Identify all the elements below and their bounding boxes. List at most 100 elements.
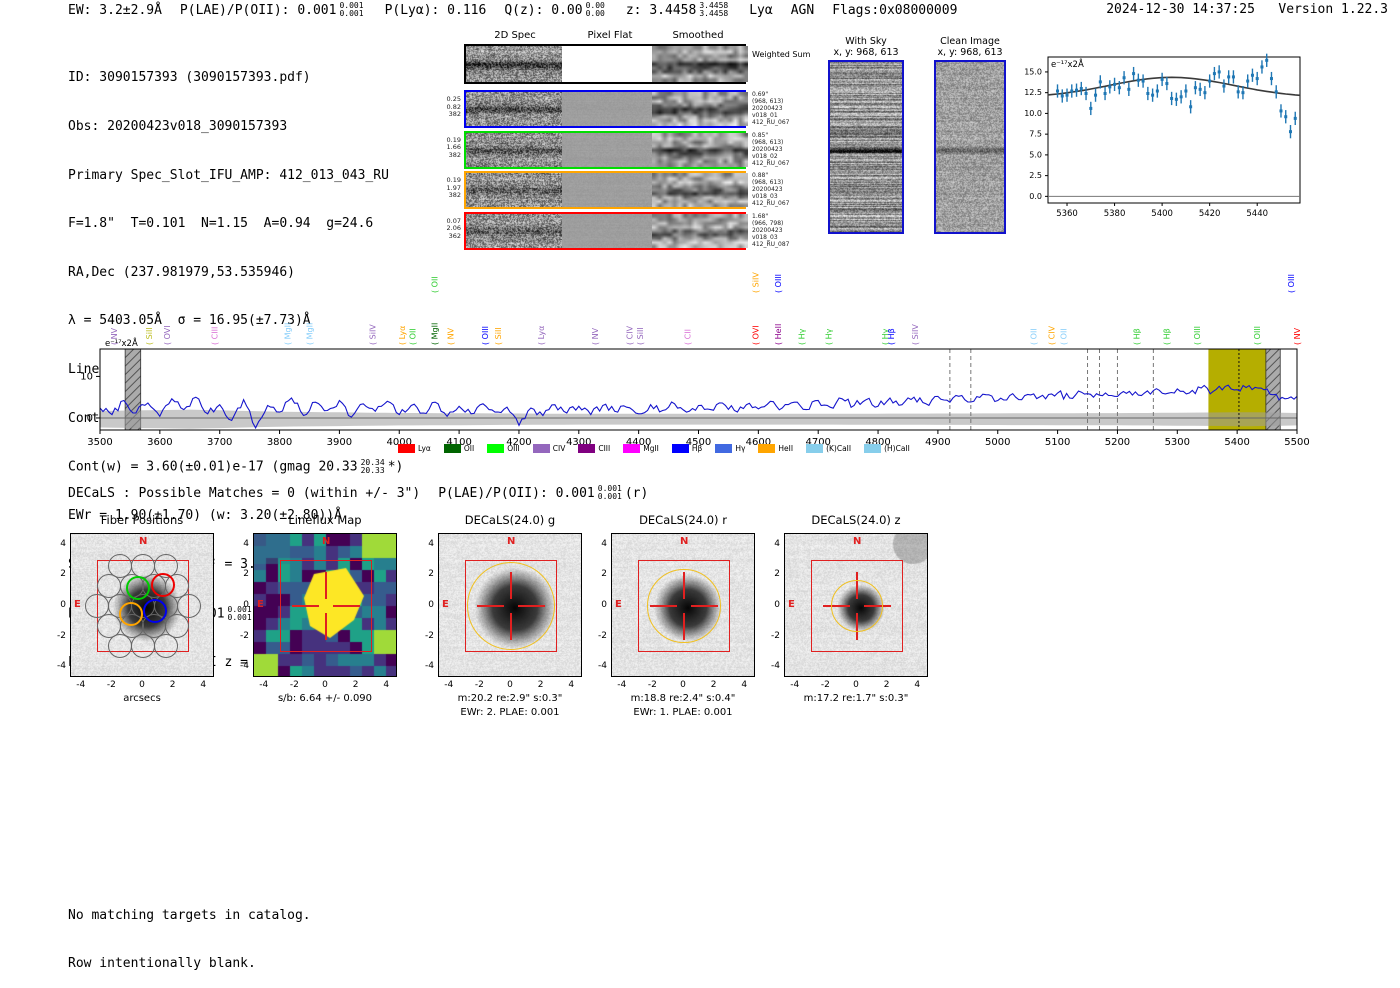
emission-line-marker: ( OII [408,328,417,345]
x-tick-label: -4 [76,680,86,690]
qz-value: Q(z): 0.00 0.00 0.00 [504,1,605,18]
emission-line-marker: ( OIII [1193,326,1202,345]
spectrum-units-label: e⁻¹⁷x2Å [105,337,138,349]
svg-text:5440: 5440 [1246,209,1268,219]
legend-item: MgII [623,444,659,453]
y-tick-label: 4 [774,538,780,549]
legend-label: Hβ [691,444,703,453]
extraction-box [465,560,557,652]
header-meta: 2024-12-30 14:37:25 Version 1.22.3 [1106,2,1388,17]
inset-units-label: e⁻¹⁷x2Å [1051,58,1084,70]
fiber-circle [108,633,133,658]
decals-plae-text: P(LAE)/P(OII): 0.001 [438,485,595,501]
compass-north: N [680,536,689,547]
compass-north: N [139,536,148,547]
extraction-box [280,560,372,652]
cutout-title: Lineflux Map [288,513,362,527]
weighted-sum-row [464,44,748,84]
info-seeing: F=1.8" T=0.101 N=1.15 A=0.94 g=24.6 [68,216,374,232]
cutout-xlabel: m:18.8 re:2.4" s:0.4" [630,693,736,704]
emission-line-marker: ( OVI [751,325,760,345]
emission-line-marker: ( Hβ [887,328,896,345]
emission-line-marker: ( MgII [431,323,440,345]
fiber-circle [153,633,178,658]
selected-fiber-circle [118,602,143,627]
z-lo: 3.4458 [699,9,729,18]
emission-line-marker: ( Hβ [1133,328,1142,345]
x-tick-label: 2 [883,680,890,690]
timestamp: 2024-12-30 14:37:25 [1106,2,1255,17]
compass-east: E [442,599,449,610]
info-obs: Obs: 20200423v018_3090157393 [68,119,288,135]
svg-text:4700: 4700 [805,437,830,448]
y-tick-label: -4 [240,661,249,672]
catalog-note-line2: Row intentionally blank. [68,956,256,971]
emission-line-marker: ( Hγ [824,328,833,345]
spec2d-panel: 2D Spec Pixel Flat Smoothed Weighted Sum… [440,28,820,268]
spec2d-row-right-labels: 1.68" (966, 798) 20200423 v018_03 412_RU_087 [752,212,790,248]
spec2d-row-right-labels: 0.88" (968, 613) 20200423 v018_03 412_RU_067 [752,172,790,208]
spec2d-row [464,211,748,250]
selected-fiber-circle [143,598,168,623]
x-tick-label: -2 [820,680,830,690]
top-header-bar: EW: 3.2±2.9Å P(LAE)/P(OII): 0.001 0.001 0.… [0,2,1400,22]
x-tick-label: 0 [853,680,859,690]
svg-text:5420: 5420 [1199,209,1221,219]
y-tick-label: 2 [601,569,607,580]
x-tick-label: -2 [474,680,484,690]
legend-item: CIV [532,444,565,453]
legend-label: HeII [778,444,794,453]
svg-text:4500: 4500 [686,437,711,448]
plae-lo: 0.001 [339,9,364,18]
spec2d-row-left-labels: 0.19 1.97 382 [446,176,461,200]
y-tick-label: 0 [428,600,434,610]
svg-text:5000: 5000 [985,437,1010,448]
legend-swatch [623,444,641,453]
legend-swatch [671,444,689,453]
catalog-note: No matching targets in catalog. Row inte… [68,876,311,988]
row-pixelflat-image [562,92,652,126]
x-tick-label: 0 [322,680,328,690]
x-tick-label: 2 [352,680,359,690]
svg-text:4800: 4800 [865,437,890,448]
qz-hi: 0.00 [585,1,605,10]
emission-line-marker: ( MgII [283,323,292,345]
x-tick-label: -4 [617,680,627,690]
svg-text:4900: 4900 [925,437,950,448]
row-pixelflat-image [562,132,652,167]
fit-curve [1047,76,1301,97]
with-sky-image [828,60,904,234]
legend-label: OIII [507,444,520,453]
x-tick-label: -2 [289,680,299,690]
compass-north: N [853,536,862,547]
emission-line-marker: ( NV [447,327,456,345]
y-tick-label: 4 [60,538,66,549]
with-sky-title: With Sky [845,36,887,47]
y-tick-label: -2 [57,630,66,641]
spec2d-row [464,90,748,128]
crosshair [292,605,319,607]
svg-text:4400: 4400 [626,437,651,448]
x-tick-label: 2 [169,680,176,690]
y-tick-label: 0 [601,600,607,610]
fiber-circle [131,633,155,658]
x-tick-label: 0 [680,680,686,690]
z-hi: 3.4458 [699,1,729,10]
emission-line-marker: ( SiIV [368,324,377,345]
y-tick-label: -4 [57,661,66,672]
legend-swatch [443,444,461,453]
y-tick-label: -2 [771,630,780,641]
col-header-2dspec: 2D Spec [494,30,536,41]
emission-line-marker: ( OIII [774,274,783,293]
svg-text:3600: 3600 [147,437,172,448]
svg-text:0.0: 0.0 [1029,192,1042,201]
legend-label: OII [463,444,475,453]
legend-label: Hγ [735,444,746,453]
qz-lo: 0.00 [585,9,605,18]
svg-text:2.5: 2.5 [1029,171,1042,180]
decals-band-text: (r) [624,485,649,501]
svg-text:10: 10 [80,371,93,382]
svg-text:0: 0 [87,413,93,424]
